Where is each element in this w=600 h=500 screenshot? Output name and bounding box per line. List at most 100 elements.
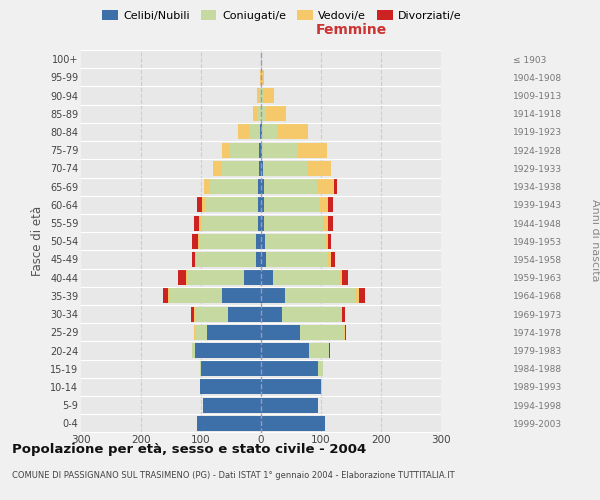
Bar bbox=[266, 252, 328, 267]
Bar bbox=[201, 362, 261, 376]
Bar bbox=[197, 198, 202, 212]
Bar bbox=[329, 343, 330, 358]
Bar bbox=[202, 198, 205, 212]
Bar bbox=[196, 252, 256, 267]
Bar bbox=[261, 70, 264, 85]
Bar bbox=[265, 234, 325, 248]
Bar bbox=[261, 325, 300, 340]
Bar bbox=[261, 343, 309, 358]
Bar bbox=[266, 106, 286, 121]
Bar bbox=[261, 362, 318, 376]
Bar bbox=[261, 161, 263, 176]
Bar bbox=[195, 306, 228, 322]
Bar bbox=[192, 343, 195, 358]
Bar bbox=[195, 252, 196, 267]
Bar bbox=[345, 325, 346, 340]
Bar bbox=[213, 161, 221, 176]
Bar bbox=[262, 124, 277, 140]
Bar bbox=[342, 270, 348, 285]
Bar bbox=[178, 270, 186, 285]
Bar bbox=[261, 252, 266, 267]
Bar bbox=[222, 142, 230, 158]
Bar bbox=[261, 398, 318, 412]
Bar bbox=[194, 325, 195, 340]
Bar bbox=[199, 234, 256, 248]
Bar bbox=[261, 124, 262, 140]
Bar bbox=[228, 306, 261, 322]
Bar bbox=[260, 70, 261, 85]
Bar bbox=[249, 124, 260, 140]
Bar bbox=[277, 124, 308, 140]
Bar bbox=[169, 288, 222, 304]
Bar bbox=[321, 380, 322, 394]
Bar bbox=[331, 252, 335, 267]
Text: Popolazione per età, sesso e stato civile - 2004: Popolazione per età, sesso e stato civil… bbox=[12, 442, 366, 456]
Bar bbox=[261, 52, 262, 66]
Bar bbox=[261, 142, 262, 158]
Bar bbox=[264, 198, 320, 212]
Bar bbox=[210, 179, 258, 194]
Bar bbox=[263, 88, 274, 103]
Bar bbox=[342, 306, 345, 322]
Bar bbox=[309, 343, 329, 358]
Bar bbox=[261, 179, 264, 194]
Bar bbox=[261, 216, 264, 230]
Bar bbox=[260, 124, 261, 140]
Bar bbox=[221, 161, 259, 176]
Bar bbox=[308, 161, 331, 176]
Bar bbox=[192, 234, 198, 248]
Bar bbox=[163, 288, 168, 304]
Bar bbox=[244, 270, 261, 285]
Bar bbox=[282, 306, 341, 322]
Bar bbox=[341, 306, 342, 322]
Bar bbox=[194, 216, 199, 230]
Bar bbox=[359, 288, 365, 304]
Bar bbox=[259, 161, 261, 176]
Bar bbox=[356, 288, 359, 304]
Bar bbox=[261, 198, 264, 212]
Bar bbox=[256, 252, 261, 267]
Bar bbox=[197, 416, 261, 431]
Bar bbox=[257, 88, 260, 103]
Bar bbox=[328, 198, 333, 212]
Bar bbox=[203, 398, 261, 412]
Bar bbox=[261, 234, 265, 248]
Bar bbox=[199, 216, 201, 230]
Bar bbox=[186, 270, 187, 285]
Bar bbox=[344, 325, 345, 340]
Bar bbox=[253, 106, 257, 121]
Bar bbox=[192, 252, 195, 267]
Bar bbox=[320, 198, 328, 212]
Bar bbox=[263, 161, 308, 176]
Bar bbox=[222, 288, 261, 304]
Bar bbox=[258, 198, 261, 212]
Bar bbox=[261, 380, 321, 394]
Bar bbox=[285, 288, 356, 304]
Bar bbox=[262, 142, 298, 158]
Legend: Celibi/Nubili, Coniugati/e, Vedovi/e, Divorziati/e: Celibi/Nubili, Coniugati/e, Vedovi/e, Di… bbox=[98, 6, 466, 25]
Y-axis label: Fasce di età: Fasce di età bbox=[31, 206, 44, 276]
Bar bbox=[318, 362, 323, 376]
Bar bbox=[328, 234, 331, 248]
Bar bbox=[200, 362, 201, 376]
Bar bbox=[261, 88, 263, 103]
Bar bbox=[195, 343, 261, 358]
Bar bbox=[298, 142, 327, 158]
Bar bbox=[195, 325, 207, 340]
Bar bbox=[204, 179, 210, 194]
Bar bbox=[201, 216, 258, 230]
Bar bbox=[261, 106, 266, 121]
Bar bbox=[300, 325, 344, 340]
Bar bbox=[207, 325, 261, 340]
Bar bbox=[257, 106, 261, 121]
Bar bbox=[317, 179, 334, 194]
Bar bbox=[328, 252, 331, 267]
Bar bbox=[258, 179, 261, 194]
Bar bbox=[273, 270, 339, 285]
Bar bbox=[198, 234, 199, 248]
Bar bbox=[259, 142, 261, 158]
Bar bbox=[194, 306, 195, 322]
Text: COMUNE DI PASSIGNANO SUL TRASIMENO (PG) - Dati ISTAT 1° gennaio 2004 - Elaborazi: COMUNE DI PASSIGNANO SUL TRASIMENO (PG) … bbox=[12, 471, 455, 480]
Bar bbox=[261, 288, 285, 304]
Bar bbox=[261, 270, 273, 285]
